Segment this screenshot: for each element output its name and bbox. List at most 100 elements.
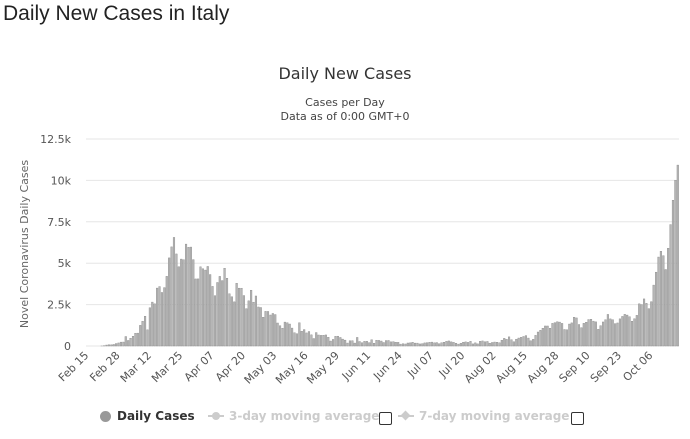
- daily-cases-bar[interactable]: [146, 329, 149, 347]
- daily-cases-bar[interactable]: [339, 337, 342, 347]
- daily-cases-bar[interactable]: [380, 340, 383, 347]
- daily-cases-bar[interactable]: [269, 314, 272, 347]
- daily-cases-bar[interactable]: [363, 341, 366, 347]
- daily-cases-bar[interactable]: [341, 338, 344, 347]
- daily-cases-bar[interactable]: [640, 304, 643, 347]
- daily-cases-bar[interactable]: [647, 308, 650, 347]
- daily-cases-bar[interactable]: [351, 340, 354, 347]
- daily-cases-bar[interactable]: [276, 322, 279, 347]
- daily-cases-bar[interactable]: [112, 344, 115, 347]
- daily-cases-bar[interactable]: [387, 340, 390, 347]
- daily-cases-bar[interactable]: [442, 342, 446, 347]
- daily-cases-bar[interactable]: [218, 276, 221, 347]
- daily-cases-bar[interactable]: [305, 332, 308, 347]
- daily-cases-bar[interactable]: [129, 338, 132, 347]
- daily-cases-bar[interactable]: [170, 246, 173, 347]
- daily-cases-bar[interactable]: [510, 339, 513, 347]
- daily-cases-bar[interactable]: [110, 344, 113, 347]
- daily-cases-bar[interactable]: [291, 327, 294, 347]
- daily-cases-bar[interactable]: [414, 342, 417, 347]
- daily-cases-bar[interactable]: [486, 341, 489, 347]
- daily-cases-bar[interactable]: [582, 323, 585, 347]
- daily-cases-bar[interactable]: [575, 317, 578, 347]
- daily-cases-bar[interactable]: [534, 335, 537, 347]
- daily-cases-bar[interactable]: [332, 339, 335, 347]
- daily-cases-bar[interactable]: [548, 328, 552, 347]
- daily-cases-bar[interactable]: [539, 330, 542, 347]
- daily-cases-bar[interactable]: [298, 322, 301, 347]
- daily-cases-bar[interactable]: [416, 342, 419, 347]
- daily-cases-bar[interactable]: [643, 298, 646, 347]
- daily-cases-bar[interactable]: [356, 337, 359, 347]
- daily-cases-bar[interactable]: [440, 342, 443, 347]
- daily-cases-bar[interactable]: [189, 246, 192, 347]
- daily-cases-bar[interactable]: [346, 342, 349, 347]
- daily-cases-bar[interactable]: [614, 323, 617, 347]
- daily-cases-bar[interactable]: [148, 307, 151, 347]
- daily-cases-bar[interactable]: [307, 331, 311, 347]
- daily-cases-bar[interactable]: [153, 303, 156, 347]
- daily-cases-bar[interactable]: [283, 321, 286, 347]
- daily-cases-bar[interactable]: [546, 325, 549, 347]
- daily-cases-bar[interactable]: [418, 343, 421, 347]
- daily-cases-bar[interactable]: [655, 271, 658, 347]
- daily-cases-bar[interactable]: [327, 337, 330, 347]
- daily-cases-bar[interactable]: [604, 319, 607, 347]
- daily-cases-bar[interactable]: [635, 315, 638, 347]
- daily-cases-bar[interactable]: [541, 328, 544, 347]
- daily-cases-bar[interactable]: [544, 325, 547, 347]
- daily-cases-bar[interactable]: [206, 266, 209, 347]
- daily-cases-bar[interactable]: [536, 331, 540, 347]
- daily-cases-bar[interactable]: [375, 340, 378, 347]
- daily-cases-bar[interactable]: [163, 287, 166, 347]
- daily-cases-bar[interactable]: [522, 336, 525, 347]
- daily-cases-bar[interactable]: [312, 338, 315, 347]
- daily-cases-bar[interactable]: [365, 341, 368, 347]
- daily-cases-bar[interactable]: [447, 340, 450, 347]
- daily-cases-bar[interactable]: [225, 278, 229, 347]
- daily-cases-bar[interactable]: [671, 200, 675, 347]
- daily-cases-bar[interactable]: [573, 317, 576, 347]
- daily-cases-bar[interactable]: [199, 266, 202, 347]
- daily-cases-bar[interactable]: [568, 323, 571, 347]
- daily-cases-bar[interactable]: [221, 280, 224, 347]
- daily-cases-bar[interactable]: [459, 343, 462, 347]
- daily-cases-bar[interactable]: [662, 255, 665, 347]
- daily-cases-bar[interactable]: [281, 328, 284, 347]
- legend-item-3-day-average[interactable]: 3-day moving average: [208, 409, 379, 423]
- daily-cases-bar[interactable]: [657, 256, 660, 347]
- daily-cases-bar[interactable]: [411, 342, 414, 347]
- daily-cases-bar[interactable]: [168, 257, 171, 347]
- daily-cases-bar[interactable]: [495, 342, 499, 347]
- legend-item-daily-cases[interactable]: Daily Cases: [100, 409, 195, 423]
- daily-cases-bar[interactable]: [450, 341, 453, 347]
- daily-cases-bar[interactable]: [570, 322, 573, 347]
- daily-cases-bar[interactable]: [616, 322, 619, 347]
- daily-cases-bar[interactable]: [204, 269, 207, 347]
- daily-cases-bar[interactable]: [254, 295, 257, 347]
- daily-cases-bar[interactable]: [175, 253, 178, 347]
- daily-cases-bar[interactable]: [136, 332, 139, 347]
- daily-cases-bar[interactable]: [240, 287, 243, 347]
- daily-cases-bar[interactable]: [587, 319, 590, 347]
- daily-cases-bar[interactable]: [563, 329, 566, 347]
- daily-cases-bar[interactable]: [676, 164, 679, 347]
- daily-cases-bar[interactable]: [517, 337, 520, 347]
- daily-cases-bar[interactable]: [532, 339, 535, 347]
- daily-cases-bar[interactable]: [556, 321, 559, 347]
- daily-cases-bar[interactable]: [262, 317, 265, 347]
- daily-cases-bar[interactable]: [319, 335, 323, 347]
- daily-cases-bar[interactable]: [565, 329, 568, 347]
- daily-cases-bar[interactable]: [156, 287, 159, 347]
- daily-cases-bar[interactable]: [421, 343, 424, 347]
- daily-cases-bar[interactable]: [358, 341, 361, 347]
- daily-cases-bar[interactable]: [317, 334, 320, 347]
- daily-cases-bar[interactable]: [187, 247, 190, 347]
- daily-cases-bar[interactable]: [295, 333, 298, 347]
- daily-cases-bar[interactable]: [469, 341, 472, 347]
- daily-cases-bar[interactable]: [107, 344, 110, 347]
- daily-cases-bar[interactable]: [479, 341, 482, 347]
- daily-cases-bar[interactable]: [389, 341, 392, 347]
- daily-cases-bar[interactable]: [127, 340, 130, 347]
- daily-cases-bar[interactable]: [602, 321, 605, 347]
